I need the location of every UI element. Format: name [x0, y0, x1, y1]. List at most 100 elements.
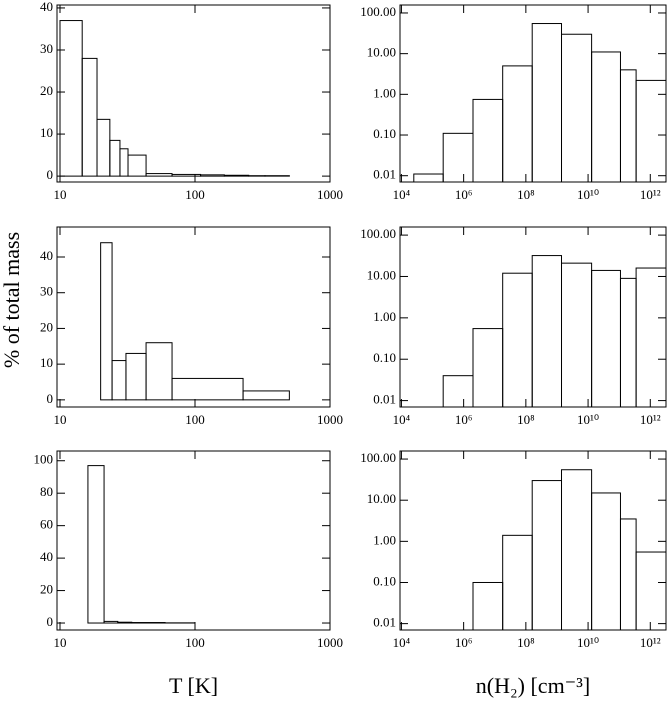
histogram-bar	[413, 173, 444, 183]
y-tick-label: 0	[47, 614, 54, 629]
x-tick-label: 100	[185, 635, 205, 650]
histogram-bar	[223, 174, 250, 177]
y-tick-label: 1.00	[373, 85, 396, 100]
y-tick-label: 0.10	[373, 126, 396, 141]
histogram-bar	[619, 277, 637, 408]
x-tick-label: 10	[54, 187, 67, 202]
histogram-bar	[619, 518, 637, 631]
plot-frame	[56, 4, 331, 183]
y-axis-label: % of total mass	[0, 232, 24, 368]
x-tick-label: 100	[185, 187, 205, 202]
x-tick-label: 10	[54, 635, 67, 650]
x-axis-label: n(H₂) [cm⁻³]	[476, 673, 590, 698]
histogram-bar	[561, 33, 593, 183]
x-tick-label: 10¹²	[640, 412, 661, 427]
histogram-bar	[472, 98, 504, 183]
x-tick-label: 10⁴	[393, 635, 411, 650]
y-tick-label: 20	[40, 582, 53, 597]
y-tick-label: 60	[40, 517, 53, 532]
x-tick-label: 10⁸	[517, 187, 535, 202]
y-tick-label: 100.00	[360, 450, 396, 465]
y-tick-label: 20	[40, 83, 53, 98]
histogram-bar	[145, 173, 173, 177]
y-tick-label: 0	[47, 391, 54, 406]
y-tick-label: 0	[47, 167, 54, 182]
x-tick-label: 10¹⁰	[577, 412, 599, 427]
plot-frame	[399, 450, 667, 631]
histogram-bar	[81, 57, 98, 177]
y-tick-label: 0.01	[373, 167, 396, 182]
y-tick-label: 100	[34, 452, 54, 467]
x-tick-label: 10	[54, 412, 67, 427]
histogram-bar	[472, 328, 504, 408]
x-tick-label: 10⁴	[393, 412, 411, 427]
histogram-bar	[117, 621, 133, 624]
y-tick-label: 10.00	[367, 491, 396, 506]
y-tick-label: 100.00	[360, 226, 396, 241]
histogram-bar	[531, 255, 563, 408]
x-tick-label: 10⁸	[517, 412, 535, 427]
histogram-bar	[442, 132, 474, 183]
plot-frame	[399, 4, 667, 183]
plot-frame	[56, 450, 331, 631]
histogram-bar	[59, 20, 83, 177]
y-tick-label: 20	[40, 319, 53, 334]
histogram-bar	[502, 534, 533, 631]
x-tick-label: 10¹⁰	[577, 635, 599, 650]
histogram-bar	[125, 352, 147, 401]
plot-frame	[399, 226, 667, 408]
y-tick-label: 0.10	[373, 573, 396, 588]
y-tick-label: 0.10	[373, 350, 396, 365]
histogram-bar	[635, 551, 667, 631]
x-tick-label: 10⁶	[455, 412, 473, 427]
histogram-bar	[591, 269, 621, 408]
x-tick-label: 10¹⁰	[577, 187, 599, 202]
x-tick-label: 10⁶	[455, 187, 473, 202]
y-tick-label: 10	[40, 355, 53, 370]
y-tick-label: 100.00	[360, 4, 396, 19]
histogram-bar	[127, 154, 147, 177]
histogram-bar	[145, 342, 173, 401]
y-tick-label: 1.00	[373, 309, 396, 324]
y-tick-label: 30	[40, 284, 53, 299]
histogram-bar	[442, 375, 474, 408]
x-tick-label: 100	[185, 412, 205, 427]
y-tick-label: 10.00	[367, 45, 396, 60]
x-tick-label: 10⁶	[455, 635, 473, 650]
histogram-bar	[171, 173, 202, 177]
histogram-bar	[100, 242, 113, 401]
y-tick-label: 0.01	[373, 615, 396, 630]
histogram-bar	[635, 79, 667, 183]
x-tick-label: 10⁸	[517, 635, 535, 650]
histogram-bar	[502, 272, 533, 408]
y-tick-label: 0.01	[373, 392, 396, 407]
histogram-bar	[111, 360, 127, 401]
y-tick-label: 40	[40, 549, 53, 564]
x-tick-label: 1000	[317, 635, 343, 650]
x-axis-label: T [K]	[169, 673, 218, 698]
histogram-bar	[561, 262, 593, 408]
histogram-bar	[200, 174, 225, 177]
y-tick-label: 1.00	[373, 532, 396, 547]
histogram-bar	[103, 620, 119, 624]
histogram-bar	[472, 581, 504, 631]
x-tick-label: 10⁴	[393, 187, 411, 202]
x-tick-label: 10¹²	[640, 635, 661, 650]
y-tick-label: 30	[40, 41, 53, 56]
histogram-bar	[619, 69, 637, 183]
y-tick-label: 10	[40, 125, 53, 140]
histogram-bar	[119, 148, 129, 177]
x-tick-label: 1000	[317, 412, 343, 427]
y-tick-label: 40	[40, 0, 53, 14]
y-tick-label: 40	[40, 248, 53, 263]
histogram-bar	[242, 390, 290, 401]
x-tick-label: 1000	[317, 187, 343, 202]
histogram-bar	[502, 65, 533, 183]
histogram-bar	[96, 118, 111, 177]
histogram-bar	[591, 51, 621, 183]
x-tick-label: 10¹²	[640, 187, 661, 202]
histogram-bar	[87, 465, 105, 624]
histogram-bar	[531, 23, 563, 183]
